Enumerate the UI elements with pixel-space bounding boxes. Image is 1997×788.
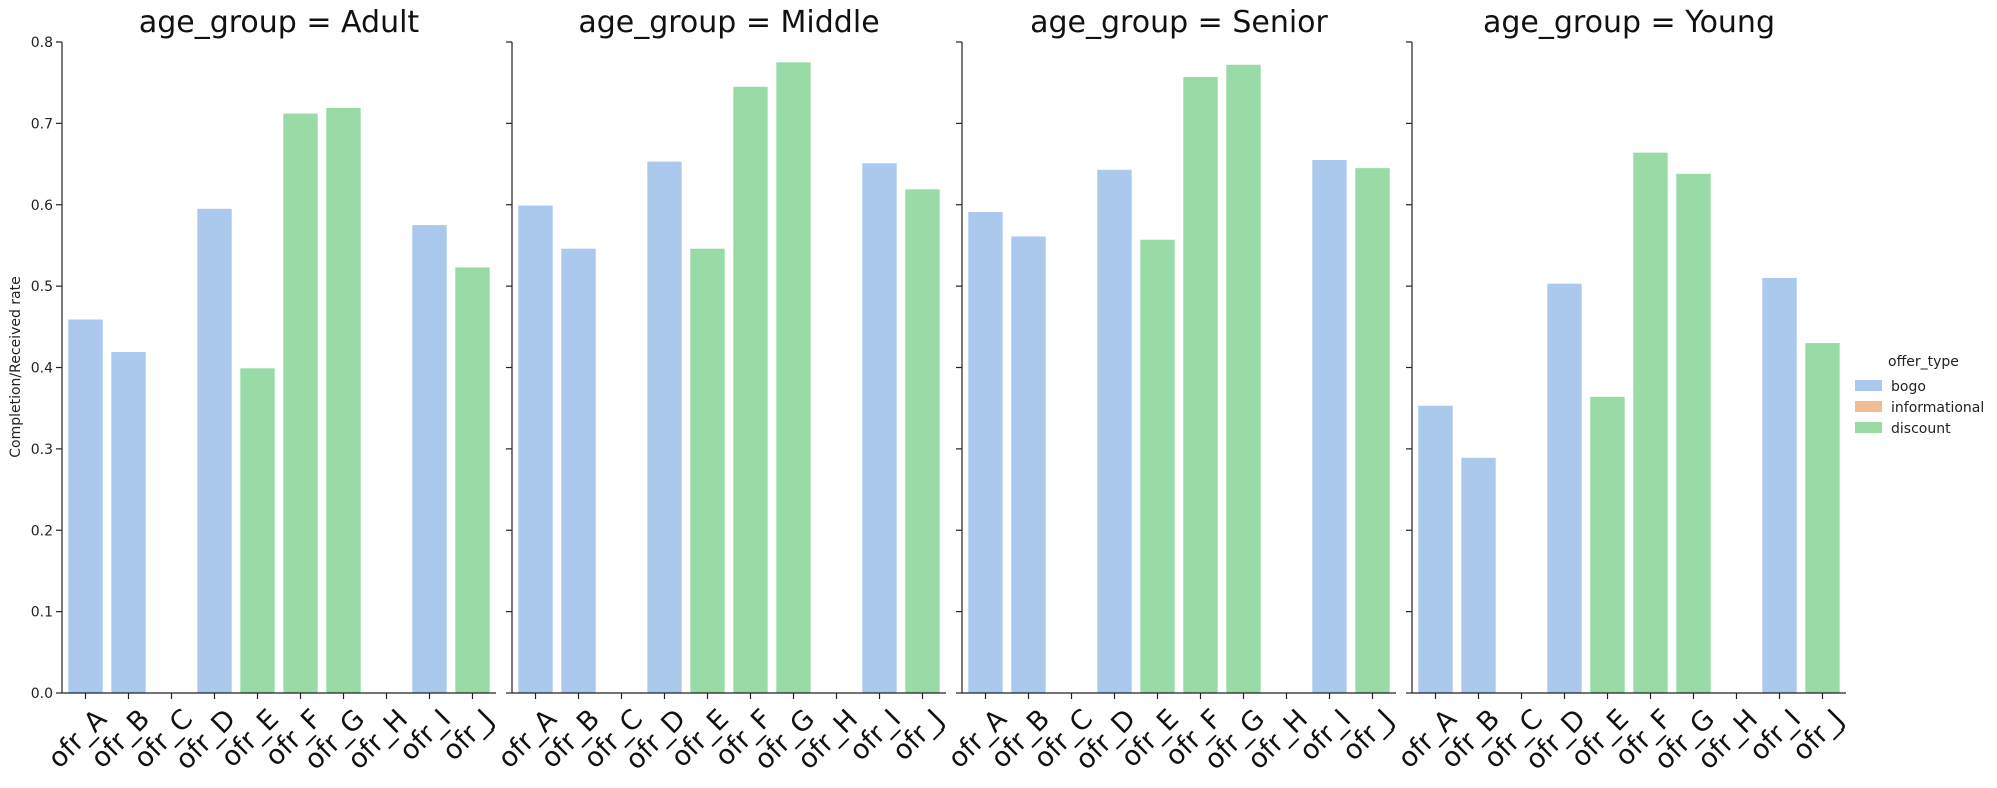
bar-ofr-e xyxy=(1140,239,1175,693)
facet-title: age_group = Young xyxy=(1483,5,1775,40)
bar-ofr-g xyxy=(1676,173,1711,693)
x-tick-label: ofr_J xyxy=(1787,704,1850,767)
bar-ofr-d xyxy=(647,161,682,694)
bar-ofr-d xyxy=(1547,283,1582,693)
y-tick-label: 0.8 xyxy=(31,35,53,51)
y-tick-label: 0.6 xyxy=(31,198,53,214)
facet-panel-middle: age_group = Middleofr_Aofr_Bofr_Cofr_Dof… xyxy=(492,5,950,776)
x-tick-label: ofr_J xyxy=(437,704,500,767)
legend-label-discount: discount xyxy=(1891,421,1951,437)
bar-ofr-a xyxy=(68,319,103,693)
y-axis-label: Completion/Received rate xyxy=(8,276,24,458)
bar-ofr-f xyxy=(1633,152,1668,694)
facet-panel-adult: age_group = Adult 0.0 0.1 0.2 0.3 0.4 0.5 0.6 0.… xyxy=(31,5,500,776)
legend-label-bogo: bogo xyxy=(1891,379,1926,395)
bar-ofr-b xyxy=(111,352,146,693)
legend-swatch-bogo xyxy=(1855,380,1882,391)
facet-panel-senior: age_group = Seniorofr_Aofr_Bofr_Cofr_Dof… xyxy=(942,5,1400,776)
y-tick-label: 0.3 xyxy=(31,442,53,458)
legend-title: offer_type xyxy=(1888,354,1959,370)
bar-ofr-d xyxy=(197,208,232,693)
y-tick-label: 0.7 xyxy=(31,116,53,132)
bar-ofr-f xyxy=(283,113,318,694)
bar-ofr-i xyxy=(412,225,447,693)
bar-ofr-a xyxy=(518,205,553,693)
bar-ofr-e xyxy=(1590,396,1625,693)
bar-ofr-j xyxy=(1355,168,1390,694)
bar-ofr-e xyxy=(240,368,275,693)
bar-ofr-g xyxy=(1226,64,1261,693)
y-tick-label: 0.2 xyxy=(31,523,53,539)
bar-ofr-b xyxy=(561,248,596,693)
bar-ofr-j xyxy=(455,267,490,693)
bar-ofr-i xyxy=(1762,277,1797,693)
legend-swatch-discount xyxy=(1855,422,1882,433)
y-tick-label: 0.1 xyxy=(31,605,53,621)
facet-title: age_group = Senior xyxy=(1030,5,1328,40)
bar-ofr-b xyxy=(1461,457,1496,693)
bar-ofr-a xyxy=(1418,405,1453,693)
y-tick-label: 0.4 xyxy=(31,361,53,377)
legend-swatch-informational xyxy=(1855,401,1882,412)
facet-title: age_group = Adult xyxy=(139,5,420,40)
bar-ofr-i xyxy=(862,163,897,693)
bar-ofr-b xyxy=(1011,236,1046,693)
bar-ofr-j xyxy=(905,189,940,693)
facet-panel-young: age_group = Youngofr_Aofr_Bofr_Cofr_Dofr… xyxy=(1392,5,1850,776)
facet-title: age_group = Middle xyxy=(578,5,879,40)
bar-ofr-d xyxy=(1097,169,1132,694)
x-tick-label: ofr_J xyxy=(1337,704,1400,767)
bar-ofr-g xyxy=(776,62,811,693)
bar-ofr-e xyxy=(690,248,725,693)
bar-ofr-f xyxy=(733,86,768,694)
bar-ofr-j xyxy=(1805,343,1840,693)
y-tick-label: 0.5 xyxy=(31,279,53,295)
x-tick-label: ofr_J xyxy=(887,704,950,767)
y-tick-label: 0.0 xyxy=(31,686,53,702)
bar-ofr-f xyxy=(1183,76,1218,693)
legend-label-informational: informational xyxy=(1891,400,1984,416)
bar-ofr-g xyxy=(326,107,361,693)
bar-ofr-a xyxy=(968,212,1003,694)
bar-ofr-i xyxy=(1312,159,1347,693)
